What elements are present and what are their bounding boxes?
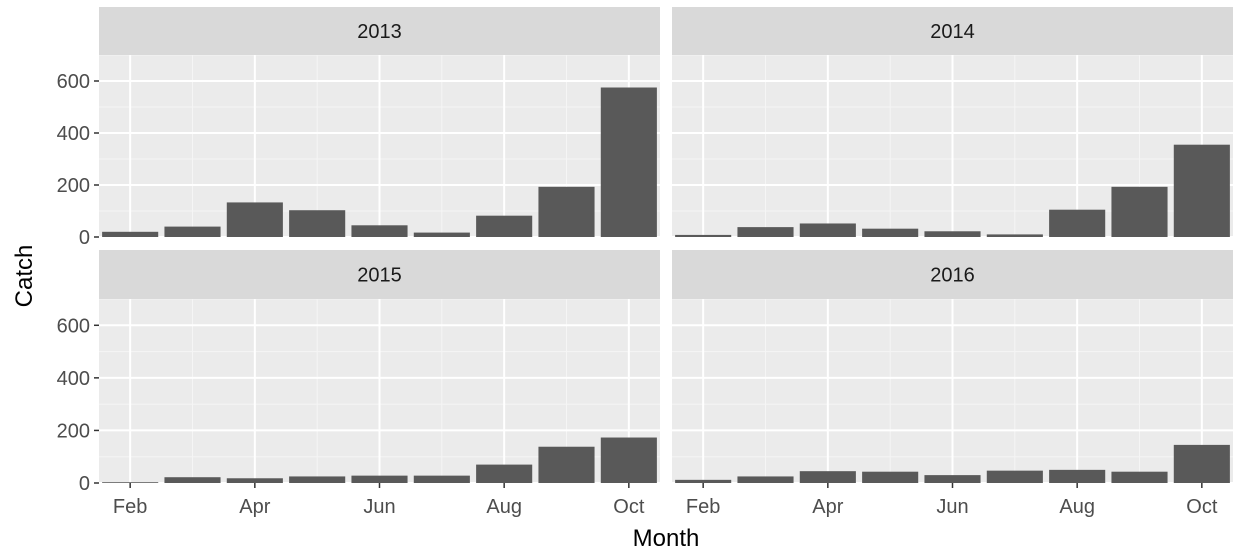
x-tick-label: Feb [686,496,720,518]
bar [862,471,919,483]
x-tick-label: Aug [1059,496,1095,518]
x-tick-label: Jun [363,496,395,518]
facet-strip [672,250,1233,299]
facet-strip-label: 2016 [930,265,975,287]
bar [476,464,533,483]
bar [675,234,732,237]
facet-2016: 2016 Feb Apr Jun Aug Oct [672,250,1233,518]
bar [1049,209,1106,237]
bar [476,215,533,237]
bar [1049,469,1106,483]
bar [799,223,856,237]
bar [675,479,732,483]
facet-2014: 2014 [672,7,1233,238]
bar [413,475,470,483]
bar [164,477,221,483]
bar [1111,186,1168,237]
bar [924,231,981,237]
bar [289,476,346,483]
bar [600,437,657,483]
x-tick-label: Jun [936,496,968,518]
y-tick-label: 400 [57,123,90,145]
x-tick-label: Apr [812,496,843,518]
bar [986,234,1043,237]
x-tick-label: Oct [613,496,645,518]
bar [1173,444,1230,483]
bar [351,225,408,237]
facet-strip-label: 2015 [357,265,402,287]
bar [164,226,221,237]
facet-strip-label: 2014 [930,21,975,43]
bar [351,475,408,483]
y-tick-label: 600 [57,71,90,93]
bar [600,87,657,237]
y-axis-title: Catch [11,245,38,308]
y-tick-label: 0 [79,227,90,249]
bar [413,232,470,237]
bar [1111,471,1168,483]
bar [1173,144,1230,237]
facet-panels: 2013 0 200 400 600 2014 2015 0 200 400 600 Feb Apr Ju… [57,7,1233,518]
x-tick-label: Feb [113,496,147,518]
facet-strip-label: 2013 [357,21,402,43]
y-tick-label: 400 [57,368,90,390]
bar [737,227,794,237]
bar [538,186,595,237]
bar [102,482,159,483]
facet-2015: 2015 0 200 400 600 Feb Apr Jun Aug Oct [57,250,660,518]
facet-strip [672,7,1233,55]
facet-strip [99,7,660,55]
bar [538,446,595,483]
bar [986,470,1043,483]
bar [799,471,856,483]
bar [226,202,283,237]
bar [226,478,283,483]
bar [737,476,794,483]
bar [924,475,981,483]
x-tick-label: Apr [239,496,270,518]
y-tick-label: 200 [57,175,90,197]
x-tick-label: Oct [1186,496,1218,518]
x-tick-label: Aug [486,496,522,518]
bar [862,228,919,237]
facet-2013: 2013 0 200 400 600 [57,7,660,249]
y-tick-label: 600 [57,315,90,337]
bar [102,231,159,237]
y-tick-label: 0 [79,473,90,495]
bar [289,210,346,237]
y-tick-label: 200 [57,420,90,442]
x-axis-title: Month [633,525,700,552]
facet-strip [99,250,660,299]
